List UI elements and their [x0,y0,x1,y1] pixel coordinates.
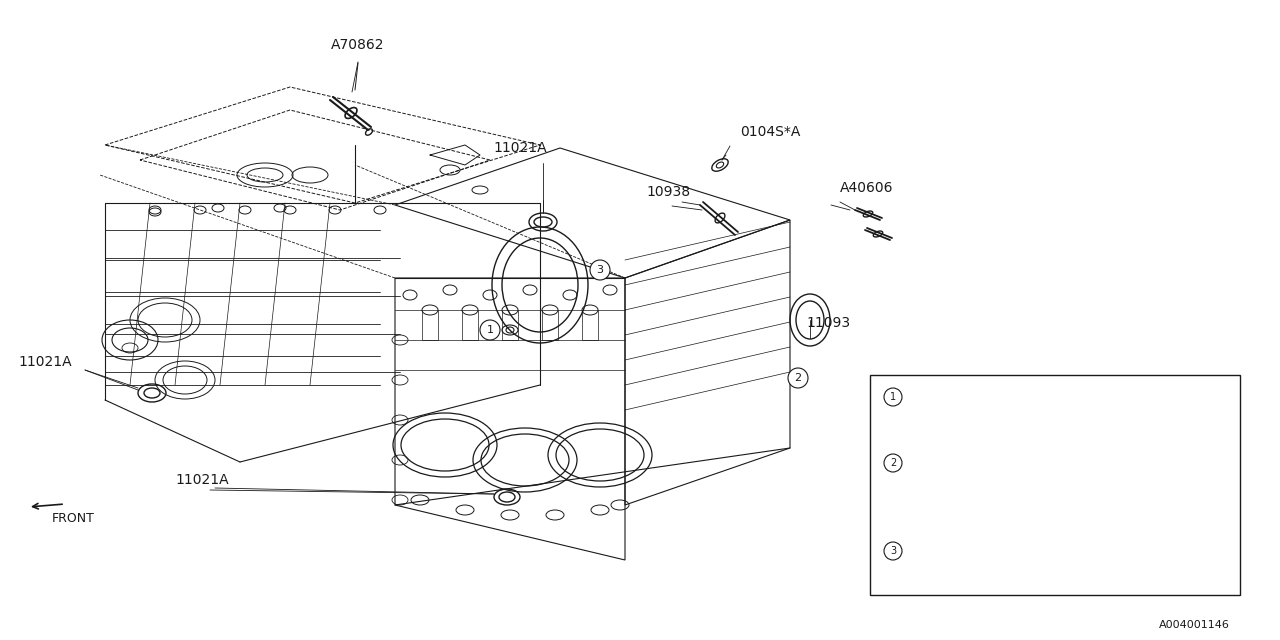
Text: 2: 2 [795,373,801,383]
Circle shape [480,320,500,340]
Circle shape [590,260,611,280]
Text: FRONT: FRONT [51,511,95,525]
Text: 1: 1 [486,325,494,335]
Circle shape [788,368,808,388]
Text: 10938: 10938 [646,185,690,199]
Text: 3: 3 [890,546,896,556]
Text: G78605（’08MY0711−）: G78605（’08MY0711−） [924,566,1060,579]
Circle shape [884,388,902,406]
Text: G93102（−’05MY0505）: G93102（−’05MY0505） [924,435,1060,447]
Text: A70862: A70862 [332,38,385,52]
Text: A004001146: A004001146 [1160,620,1230,630]
Text: 3: 3 [596,265,603,275]
Circle shape [884,454,902,472]
Text: 11021A: 11021A [493,141,547,155]
Text: 11021A: 11021A [175,473,229,487]
Text: A40606: A40606 [840,181,893,195]
Circle shape [884,542,902,560]
Text: 0104S*A: 0104S*A [740,125,800,139]
Text: G78604（−’08MY0711）: G78604（−’08MY0711） [924,522,1060,536]
Text: 11093: 11093 [806,316,850,330]
Bar [870,375,1240,595]
Text: 1: 1 [890,392,896,402]
Text: 11024: 11024 [924,390,961,403]
Text: G93107（’06MY0410−）: G93107（’06MY0410−） [924,479,1060,492]
Text: 2: 2 [890,458,896,468]
Text: 11021A: 11021A [18,355,72,369]
